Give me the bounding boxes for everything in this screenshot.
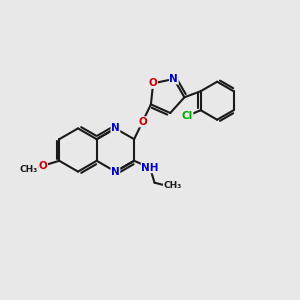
- Text: N: N: [111, 167, 120, 177]
- Text: NH: NH: [141, 163, 159, 173]
- Text: O: O: [138, 117, 147, 127]
- Text: CH₃: CH₃: [164, 181, 182, 190]
- Text: Cl: Cl: [182, 111, 193, 121]
- Text: N: N: [111, 123, 120, 134]
- Text: CH₃: CH₃: [20, 165, 38, 174]
- Text: N: N: [169, 74, 178, 84]
- Text: O: O: [39, 160, 48, 171]
- Text: O: O: [149, 78, 158, 88]
